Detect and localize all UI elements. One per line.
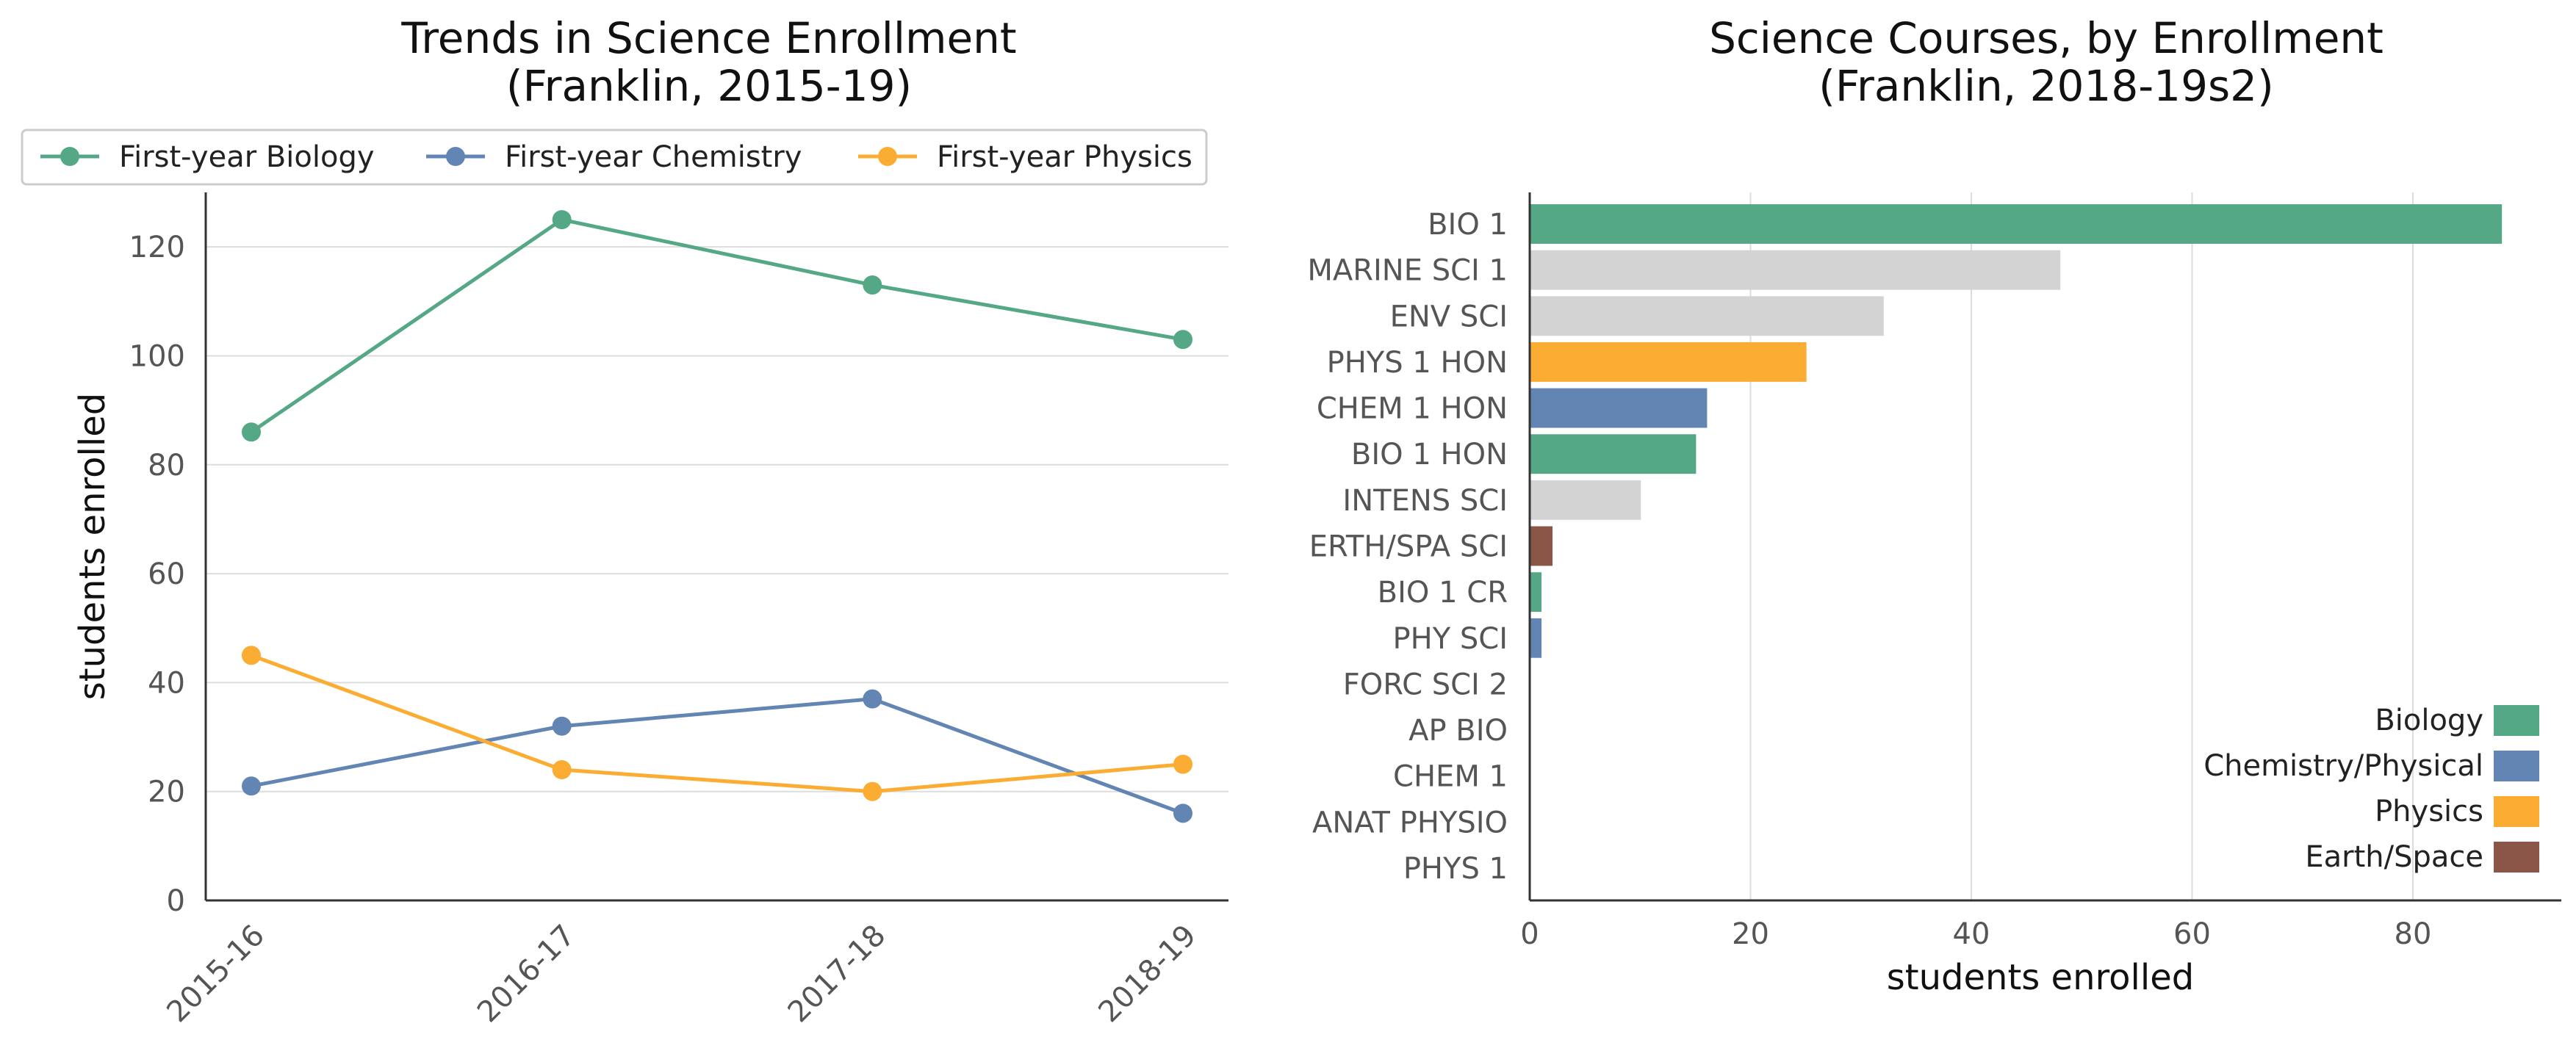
bar [1530,480,1641,520]
legend-entry-label: Earth/Space [2305,840,2483,874]
series-line [251,653,1184,794]
bar-chart-category-label: BIO 1 CR [1378,576,1508,610]
legend-entry-label: Physics [2375,795,2483,828]
data-point [863,275,882,295]
legend-swatch-marker [60,147,79,166]
bar [1530,204,2503,244]
data-point [242,776,261,796]
legend-swatch [2494,842,2539,873]
legend-entry-label: Chemistry/Physical [2203,749,2483,783]
bar [1530,618,1542,658]
line-chart-y-tick-label: 0 [167,884,185,918]
bar-chart-title-line2: (Franklin, 2018-19s2) [1818,61,2273,111]
bar-chart-category-label: BIO 1 HON [1351,438,1508,472]
data-point [1173,330,1192,350]
legend-entry-label: First-year Biology [119,140,375,174]
line-chart-y-tick-label: 120 [129,231,185,264]
bar-chart-x-tick-label: 40 [1953,917,1990,951]
bar-chart-x-tick-label: 0 [1520,917,1539,951]
bar-chart-category-label: BIO 1 [1428,208,1508,242]
line-chart-y-tick-label: 40 [148,666,185,700]
legend-swatch [2494,796,2539,827]
legend-swatch [2494,751,2539,781]
line-chart-title-line2: (Franklin, 2015-19) [506,61,912,111]
line-chart-y-tick-label: 100 [129,339,185,373]
bar-chart-x-tick-label: 60 [2173,917,2211,951]
legend-swatch [2494,705,2539,736]
line-chart-y-axis-label: students enrolled [72,393,113,700]
line-chart: Trends in Science Enrollment (Franklin, … [21,13,1228,1030]
bar [1530,296,1884,336]
series-line [250,217,1184,434]
line-chart-x-tick-label: 2016-17 [471,919,582,1030]
bar-chart-category-label: INTENS SCI [1342,484,1508,518]
bar-chart-category-label: PHY SCI [1393,622,1508,656]
line-chart-y-tick-label: 80 [148,449,185,483]
line-chart-y-tick-label: 20 [148,776,185,809]
legend-swatch-marker [878,147,897,166]
bar-chart-x-axis-label: students enrolled [1887,957,2194,998]
bar [1530,342,1807,382]
bar-chart-category-label: AP BIO [1408,714,1508,748]
bar-chart-title-line1: Science Courses, by Enrollment [1709,13,2383,63]
data-point [242,422,261,442]
line-chart-x-tick-label: 2017-18 [782,919,893,1030]
bar-chart-category-label: PHYS 1 HON [1327,346,1508,380]
legend-entry-label: First-year Physics [937,140,1192,174]
line-chart-y-tick-label: 60 [148,557,185,591]
bar-chart-category-label: ERTH/SPA SCI [1309,530,1508,564]
bar-chart-category-label: ENV SCI [1390,300,1508,333]
data-point [1173,754,1192,774]
bar-chart-category-label: CHEM 1 HON [1317,392,1508,426]
bar [1530,250,2061,290]
series-line [251,697,1184,815]
bar-chart-legend: Biology Chemistry/Physical Physics Earth/Sp… [2203,704,2539,874]
data-point [242,646,261,665]
bar [1530,434,1697,474]
bar [1530,526,1553,566]
bar [1530,572,1542,613]
data-point [863,689,882,709]
bar-chart-category-label: ANAT PHYSIO [1312,806,1508,839]
bar-chart-category-label: MARINE SCI 1 [1307,254,1508,288]
line-chart-x-tick-label: 2018-19 [1092,919,1203,1030]
legend-entry-label: Biology [2375,704,2483,737]
data-point [1173,803,1192,823]
bar-chart-category-label: FORC SCI 2 [1343,668,1508,701]
legend-swatch-marker [446,147,465,166]
bar-chart-x-tick-label: 80 [2395,917,2432,951]
data-point [552,210,572,230]
line-chart-legend: First-year Biology First-year Chemistry Fi… [21,129,1208,186]
bar-chart-category-label: CHEM 1 [1393,760,1508,794]
bar-chart-category-label: PHYS 1 [1403,852,1508,886]
data-point [863,781,882,801]
line-chart-x-tick-label: 2015-16 [160,919,271,1030]
bar [1530,388,1708,428]
bar-chart-x-tick-label: 20 [1732,917,1769,951]
bar-chart: Science Courses, by Enrollment (Franklin… [1307,13,2561,998]
data-point [552,716,572,736]
data-point [552,760,572,780]
legend-frame [21,129,1208,186]
legend-entry-label: First-year Chemistry [505,140,802,174]
line-chart-title-line1: Trends in Science Enrollment [400,13,1016,63]
